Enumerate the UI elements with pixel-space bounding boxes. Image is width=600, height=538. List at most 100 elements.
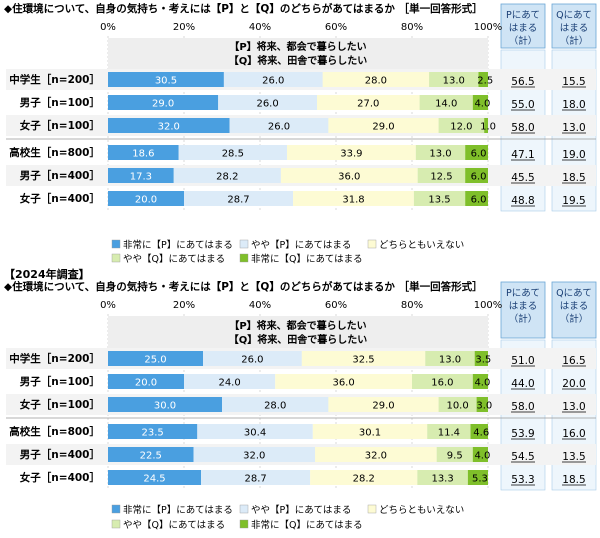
chart1-summary-header-text: Qにあて <box>556 10 592 21</box>
chart2-bar-segment <box>476 397 488 412</box>
chart2-summary-header-text: はまる <box>509 301 538 312</box>
chart2-statement-band <box>108 316 488 348</box>
chart1-bar-segment <box>184 191 294 206</box>
chart1-summary-header-text: Pにあて <box>506 10 540 21</box>
chart1-p-total: 58.0 <box>511 122 534 134</box>
chart2-data-label: 32.0 <box>243 451 265 462</box>
chart2-bar-segment <box>467 470 488 485</box>
chart1-bar-segment <box>465 168 488 183</box>
chart2-category-label: 中学生［n=200］ <box>9 352 100 365</box>
chart2-bar-segment <box>417 470 468 485</box>
chart1-category-label: 高校生［n=800］ <box>9 146 100 159</box>
chart2-summary-header-box <box>500 281 546 339</box>
chart2-bar-segment <box>275 374 412 389</box>
chart2-category-label: 女子［n=400］ <box>20 471 100 484</box>
chart1-q-total: 19.0 <box>562 149 585 161</box>
chart1-category-label: 男子［n=400］ <box>20 169 100 182</box>
chart2-tick-label: 80% <box>401 300 423 311</box>
chart1-bar-segment <box>108 118 230 133</box>
chart1-q-total: 15.5 <box>562 76 585 88</box>
chart1-data-label: 20.0 <box>135 195 157 206</box>
chart2-data-label: 4.0 <box>474 451 490 462</box>
chart2-bar-segment <box>427 424 471 439</box>
chart2-tick-label: 40% <box>249 300 271 311</box>
chart1-category-label: 女子［n=100］ <box>20 119 100 132</box>
chart1-bar-segment <box>108 95 219 110</box>
chart1-data-label: 6.0 <box>471 172 487 183</box>
chart2-data-label: 10.0 <box>446 401 468 412</box>
chart2-tick-label: 0% <box>100 300 116 311</box>
chart2-data-label: 26.0 <box>241 355 263 366</box>
chart2-legend-label: 非常に【Q】にあてはまる <box>251 519 363 531</box>
chart1-category-label: 女子［n=400］ <box>20 192 100 205</box>
chart2-data-label: 22.5 <box>140 451 162 462</box>
chart2-data-label: 3.0 <box>476 401 492 412</box>
chart2-legend-label: やや【P】にあてはまる <box>251 505 351 516</box>
chart1-legend-label: やや【Q】にあてはまる <box>123 254 225 265</box>
chart1-legend-swatch <box>239 253 249 263</box>
chart1-statement-q: 【Q】将来、田舎で暮らしたい <box>229 54 368 67</box>
chart2-data-label: 24.0 <box>218 378 240 389</box>
chart1-legend-swatch <box>239 239 249 249</box>
chart1-q-total: 18.0 <box>562 99 585 111</box>
chart2-bar-segment <box>328 397 439 412</box>
chart1-tick-label: 80% <box>401 22 423 33</box>
chart1-data-label: 26.0 <box>268 122 290 133</box>
chart1-summary-header-box <box>500 3 546 49</box>
chart2-summary-header-text: （計） <box>509 313 538 325</box>
chart1-data-label: 6.0 <box>471 195 487 206</box>
chart2-data-label: 9.5 <box>447 451 463 462</box>
chart1-bar-segment <box>286 145 416 160</box>
chart2-legend-swatch <box>239 504 249 514</box>
chart1-data-label: 27.0 <box>357 99 379 110</box>
chart2-bar-segment <box>470 424 488 439</box>
chart1-data-label: 18.6 <box>132 149 154 160</box>
chart2-summary-header-text: （計） <box>560 313 589 325</box>
chart1-q-total: 13.0 <box>562 122 585 134</box>
chart2-p-total: 44.0 <box>511 378 534 390</box>
chart2-tick-label: 100% <box>474 300 503 311</box>
chart1-data-label: 28.7 <box>227 195 249 206</box>
chart2-bar-segment <box>425 351 475 366</box>
chart2-data-label: 4.6 <box>473 428 489 439</box>
chart1-category-label: 男子［n=100］ <box>20 96 100 109</box>
chart2-bar-segment <box>108 424 198 439</box>
chart1-summary-header-text: はまる <box>560 23 589 34</box>
chart2-category-label: 男子［n=100］ <box>20 375 100 388</box>
chart1-q-total: 19.5 <box>562 195 585 207</box>
chart1-data-label: 26.0 <box>262 76 284 87</box>
chart1-bar-segment <box>438 118 485 133</box>
chart1-bar-segment <box>465 145 488 160</box>
chart1-bar-segment <box>322 72 430 87</box>
chart2-tick-label: 60% <box>325 300 347 311</box>
chart2-bar-segment <box>436 447 473 462</box>
chart2-data-label: 30.4 <box>244 428 266 439</box>
chart2-data-label: 28.2 <box>353 474 375 485</box>
chart1-p-total: 45.5 <box>511 172 534 184</box>
chart1-data-label: 4.0 <box>474 99 490 110</box>
chart1-data-label: 6.0 <box>471 149 487 160</box>
chart2-bar-segment <box>474 351 488 366</box>
chart1-data-label: 12.5 <box>430 172 452 183</box>
chart1-data-label: 1.0 <box>480 122 496 133</box>
chart2-q-total: 13.5 <box>562 451 585 463</box>
chart1-bar-segment <box>108 168 174 183</box>
chart1-bar-segment <box>328 118 439 133</box>
chart2-legend-swatch <box>111 519 121 529</box>
chart1-data-label: 13.0 <box>443 76 465 87</box>
chart2-bar-segment <box>222 397 329 412</box>
chart1-data-label: 33.9 <box>340 149 362 160</box>
chart2-data-label: 20.0 <box>135 378 157 389</box>
chart2-data-label: 28.0 <box>264 401 286 412</box>
chart2-data-label: 30.1 <box>359 428 381 439</box>
chart2-legend-label: どちらともいえない <box>379 505 464 516</box>
chart1-legend-label: どちらともいえない <box>379 240 464 251</box>
chart1-data-label: 17.3 <box>130 172 152 183</box>
chart1-bar-segment <box>223 72 323 87</box>
chart2-q-total: 20.0 <box>562 378 585 390</box>
chart2-legend-swatch <box>111 504 121 514</box>
chart1-tick-label: 20% <box>173 22 195 33</box>
chart2-data-label: 28.7 <box>244 474 266 485</box>
chart1-data-label: 2.5 <box>477 76 493 87</box>
